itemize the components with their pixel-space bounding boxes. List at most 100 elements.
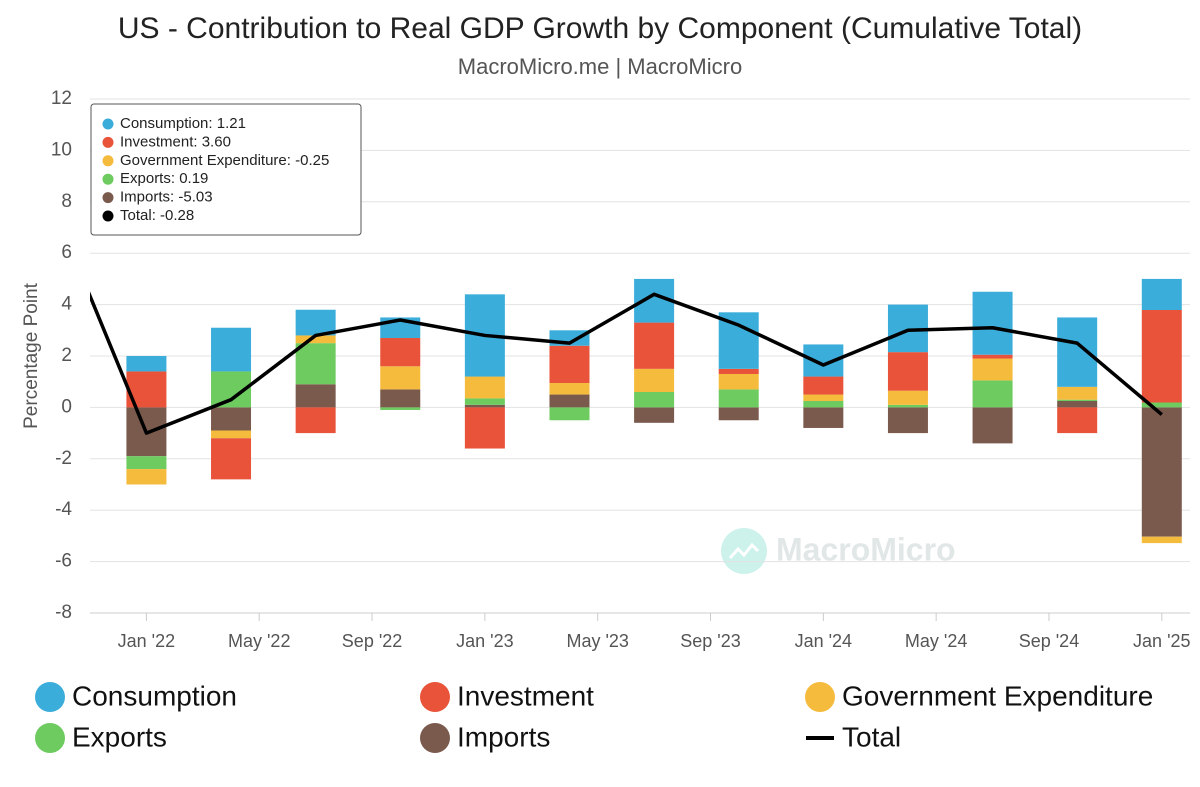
bar [211,438,252,480]
bar [1141,407,1182,537]
x-tick-label: Jan '24 [795,631,852,651]
tooltip-sep: : [287,152,295,169]
tooltip-item: Investment: 3.60 [120,133,231,150]
y-tick-label: 12 [51,88,72,109]
bar [295,343,336,385]
bar [126,356,167,372]
legend-label: Government Expenditure [842,680,1153,711]
bar [464,376,505,399]
legend-label: Total [842,721,901,752]
tooltip-value: -5.03 [178,189,212,206]
bar [380,389,421,408]
bar [126,469,167,485]
legend-label: Imports [457,721,550,752]
bar [126,456,167,470]
bar [464,398,505,405]
x-tick-label: Sep '23 [680,631,741,651]
bar [549,394,590,408]
bar [634,368,675,392]
bar [1057,407,1098,434]
y-tick-label: -4 [55,499,72,520]
bar [464,404,505,408]
x-tick-label: Jan '23 [456,631,513,651]
y-tick-label: 4 [61,294,72,315]
bar [1057,317,1098,387]
bar [634,391,675,408]
bar [295,309,336,336]
bar [211,327,252,372]
tooltip-marker [102,118,114,130]
total-line [90,291,1163,435]
tooltip-value: 3.60 [202,133,231,150]
legend-label: Investment [457,680,594,711]
bar [972,354,1013,359]
bar [634,322,675,369]
bar [634,407,675,423]
bar [549,345,590,383]
y-axis-label: Percentage Point [21,282,42,428]
legend-marker [805,682,835,712]
tooltip-marker [102,155,114,167]
bar [972,358,1013,381]
tooltip-item: Imports: -5.03 [120,189,213,206]
bar [972,380,1013,408]
x-tick-label: Sep '24 [1019,631,1080,651]
bar [1057,400,1098,408]
tooltip-item: Exports: 0.19 [120,170,208,187]
tooltip-value: 1.21 [217,115,246,132]
x-tick-label: May '22 [228,631,290,651]
tooltip-sep: : [193,133,201,150]
bar [295,407,336,434]
bar [1141,402,1182,408]
bar [1141,278,1182,310]
bar [803,376,844,395]
y-tick-label: -8 [55,602,72,623]
y-tick-label: 0 [61,396,72,417]
legend-marker [35,723,65,753]
tooltip-value: 0.19 [179,170,208,187]
tooltip-name: Exports [120,170,171,187]
tooltip-marker [102,173,114,185]
bar [380,366,421,390]
bar [972,407,1013,444]
tooltip-marker [102,210,114,222]
bar [1141,536,1182,544]
legend-label: Consumption [72,680,237,711]
bar [887,407,928,434]
tooltip-name: Consumption [120,115,208,132]
tooltip-box [90,103,362,236]
bar [887,390,928,405]
tooltip-marker [102,136,114,148]
x-tick-label: Jan '22 [118,631,175,651]
tooltip-item: Government Expenditure: -0.25 [120,152,329,169]
bar [380,338,421,367]
plot [90,278,1182,544]
bar [295,335,336,344]
bar [380,407,421,410]
bar [464,407,505,449]
tooltip-value: -0.25 [295,152,329,169]
bar [1141,309,1182,403]
tooltip-name: Investment [120,133,194,150]
bar [803,407,844,428]
x-tick-label: May '24 [905,631,967,651]
y-tick-label: -2 [55,448,72,469]
y-tick-label: -6 [55,551,72,572]
chart-subtitle: MacroMicro.me | MacroMicro [458,54,742,79]
legend-marker [420,723,450,753]
tooltip-sep: : [152,207,160,224]
bar [718,368,759,374]
x-tick-label: Sep '22 [342,631,403,651]
y-tick-label: 6 [61,242,72,263]
x-tick-label: May '23 [566,631,628,651]
x-tick-label: Jan '25 [1133,631,1190,651]
tooltip-sep: : [170,189,178,206]
bar [803,400,844,408]
tooltip-name: Total [120,207,152,224]
bar [1057,399,1098,401]
bar [887,352,928,391]
bar [295,384,336,408]
bar [718,373,759,390]
bar [718,389,759,408]
